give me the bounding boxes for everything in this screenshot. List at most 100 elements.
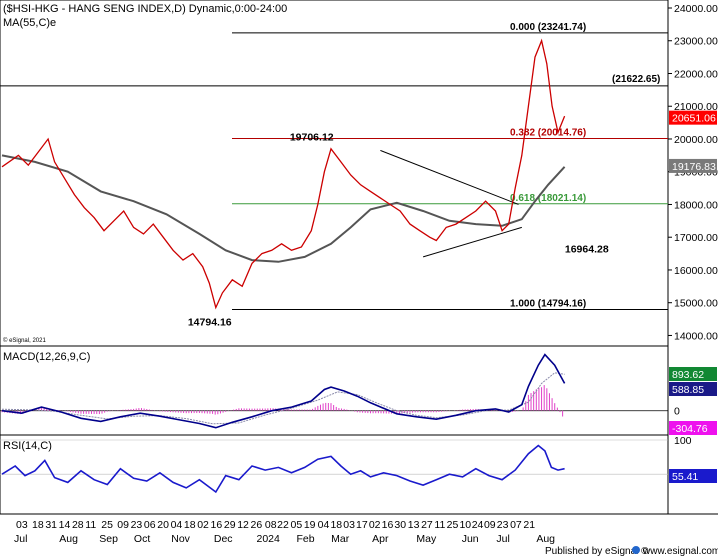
x-month-tick: Mar [331, 533, 350, 545]
x-month-tick: Nov [171, 533, 190, 545]
x-month-tick: Aug [59, 533, 78, 545]
x-day-tick: 24 [472, 519, 484, 531]
x-day-tick: 16 [211, 519, 223, 531]
x-month-tick: Feb [296, 533, 314, 545]
price-y-tick-label: 14000.00 [674, 330, 718, 342]
copyright-text: © eSignal, 2021 [3, 337, 46, 344]
fib-level-label: 0.000 (23241.74) [510, 22, 586, 33]
macd-value-badge: 893.62 [672, 369, 704, 381]
chart-title: ($HSI-HKG - HANG SENG INDEX,D) Dynamic,0… [3, 3, 287, 15]
x-month-tick: Jun [462, 533, 479, 545]
rsi-value-badge: 55.41 [672, 471, 698, 483]
x-day-tick: 26 [251, 519, 263, 531]
x-month-tick: Oct [134, 533, 150, 545]
price-y-ticks: 24000.00 23000.00 22000.00 21000.00 20000.00… [668, 3, 718, 342]
price-y-tick-label: 18000.00 [674, 199, 718, 211]
x-day-tick: 16 [382, 519, 394, 531]
price-y-tick-label: 21000.00 [674, 101, 718, 113]
x-day-tick: 31 [45, 519, 57, 531]
x-day-tick: 18 [184, 519, 196, 531]
x-month-tick: Jul [14, 533, 27, 545]
macd-signal-badge-bg [669, 382, 717, 396]
price-annotation: 14794.16 [188, 316, 232, 328]
x-day-tick: 10 [459, 519, 471, 531]
trend-lines [380, 149, 522, 258]
rsi-label: RSI(14,C) [3, 440, 52, 452]
price-y-tick-label: 22000.00 [674, 68, 718, 80]
x-month-tick: Dec [214, 533, 233, 545]
macd-label: MACD(12,26,9,C) [3, 351, 90, 363]
x-day-tick: 25 [101, 519, 113, 531]
macd-hist-badge-bg [669, 421, 717, 435]
price-y-tick-label: 20000.00 [674, 134, 718, 146]
x-day-tick: 28 [72, 519, 84, 531]
x-month-tick: May [416, 533, 437, 545]
trendline [422, 226, 522, 258]
price-close-line [1, 38, 566, 310]
ma-label: MA(55,C)e [3, 17, 56, 29]
price-annotation: 16964.28 [565, 243, 609, 255]
rsi-panel: 1005055.41 [0, 435, 717, 494]
ma-last-badge: 19176.83 [672, 161, 716, 173]
price-badges: 20651.06 19176.83 [669, 110, 717, 173]
price-annotation: 19706.12 [290, 132, 334, 144]
macd-zero-label: 0 [674, 406, 680, 418]
x-day-tick: 09 [117, 519, 129, 531]
x-month-tick: Jul [496, 533, 509, 545]
price-y-tick-label: 23000.00 [674, 36, 718, 48]
x-day-tick: 23 [497, 519, 509, 531]
macd-hist-badge: -304.76 [672, 423, 708, 435]
x-day-tick: 14 [59, 519, 71, 531]
fib-level-label: 1.000 (14794.16) [510, 298, 586, 309]
x-month-tick: Apr [372, 533, 389, 545]
x-day-tick: 18 [32, 519, 44, 531]
x-day-tick: 13 [408, 519, 420, 531]
last-price-badge: 20651.06 [672, 113, 716, 125]
x-day-tick: 12 [237, 519, 249, 531]
fib-level-label: 0.618 (18021.14) [510, 193, 586, 204]
x-day-tick: 23 [131, 519, 143, 531]
last-price-badge-bg [669, 110, 717, 125]
price-y-tick-label: 17000.00 [674, 232, 718, 244]
macd-line [1, 353, 566, 429]
x-day-tick: 18 [330, 519, 342, 531]
rsi-tick-label: 100 [674, 435, 692, 447]
macd-signal-line [1, 372, 565, 425]
published-text: Published by eSignal © [545, 546, 649, 557]
price-annotations: 19706.12 16964.28 14794.16 [188, 132, 609, 329]
x-day-tick: 03 [16, 519, 28, 531]
x-day-tick: 11 [85, 519, 96, 531]
x-day-tick: 04 [171, 519, 183, 531]
x-axis: 03 18 31 14 28 11 25 09 23 06 20 04 18 02 16 29 12 26 08 22… [14, 519, 555, 545]
x-day-tick: 06 [144, 519, 156, 531]
x-day-tick: 05 [290, 519, 302, 531]
x-day-tick: 17 [356, 519, 368, 531]
x-day-tick: 11 [434, 519, 445, 531]
fib-level-label: 0.382 (20014.76) [510, 127, 586, 138]
x-month-tick: Aug [536, 533, 555, 545]
x-month-tick: Sep [99, 533, 118, 545]
site-link[interactable]: www.esignal.com [642, 546, 718, 557]
x-day-tick: 02 [197, 519, 209, 531]
x-day-tick: 29 [224, 519, 236, 531]
x-day-tick: 03 [343, 519, 355, 531]
resistance-label: (21622.65) [612, 74, 660, 85]
x-day-tick: 02 [369, 519, 381, 531]
x-day-tick: 19 [304, 519, 316, 531]
x-day-tick: 20 [157, 519, 169, 531]
x-day-tick: 25 [447, 519, 459, 531]
esignal-logo-icon [632, 546, 640, 554]
x-month-tick: 2024 [257, 533, 281, 545]
price-series [1, 38, 566, 310]
price-y-tick-label: 16000.00 [674, 265, 718, 277]
chart-frame [0, 0, 669, 515]
price-y-tick-label: 24000.00 [674, 3, 718, 15]
macd-signal-badge: 588.85 [672, 384, 704, 396]
price-y-tick-label: 15000.00 [674, 298, 718, 310]
macd-value-badge-bg [669, 367, 717, 381]
x-day-tick: 30 [394, 519, 406, 531]
x-day-tick: 09 [484, 519, 496, 531]
fibonacci-lines: 0.000 (23241.74) 0.382 (20014.76) 0.618 (1… [0, 22, 668, 310]
x-day-tick: 27 [421, 519, 433, 531]
